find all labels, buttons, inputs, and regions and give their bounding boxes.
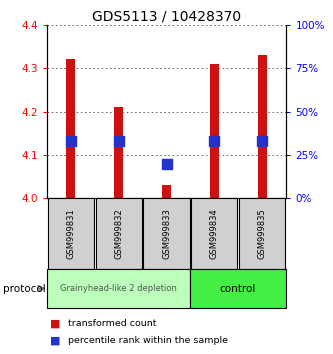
Text: GSM999832: GSM999832 <box>114 208 123 259</box>
Bar <box>114 107 123 198</box>
Text: GSM999833: GSM999833 <box>162 208 171 259</box>
Point <box>116 138 121 144</box>
Point <box>260 138 265 144</box>
Text: protocol: protocol <box>3 284 46 293</box>
Bar <box>162 185 171 198</box>
Text: Grainyhead-like 2 depletion: Grainyhead-like 2 depletion <box>60 284 176 293</box>
Text: ■: ■ <box>50 336 61 346</box>
Text: ■: ■ <box>50 319 61 329</box>
Text: transformed count: transformed count <box>68 319 157 329</box>
Point <box>68 138 73 144</box>
Bar <box>47 269 189 308</box>
Bar <box>210 64 219 198</box>
Bar <box>96 198 142 269</box>
Title: GDS5113 / 10428370: GDS5113 / 10428370 <box>92 10 241 24</box>
Bar <box>66 59 75 198</box>
Bar <box>48 198 94 269</box>
Point <box>164 161 169 166</box>
Text: GSM999834: GSM999834 <box>210 208 219 259</box>
Bar <box>189 269 286 308</box>
Bar <box>191 198 237 269</box>
Text: GSM999831: GSM999831 <box>66 208 75 259</box>
Bar <box>239 198 285 269</box>
Text: GSM999835: GSM999835 <box>258 208 267 259</box>
Bar <box>258 55 267 198</box>
Text: control: control <box>220 284 256 293</box>
Point <box>212 138 217 144</box>
Text: percentile rank within the sample: percentile rank within the sample <box>68 336 228 345</box>
Bar <box>144 198 189 269</box>
